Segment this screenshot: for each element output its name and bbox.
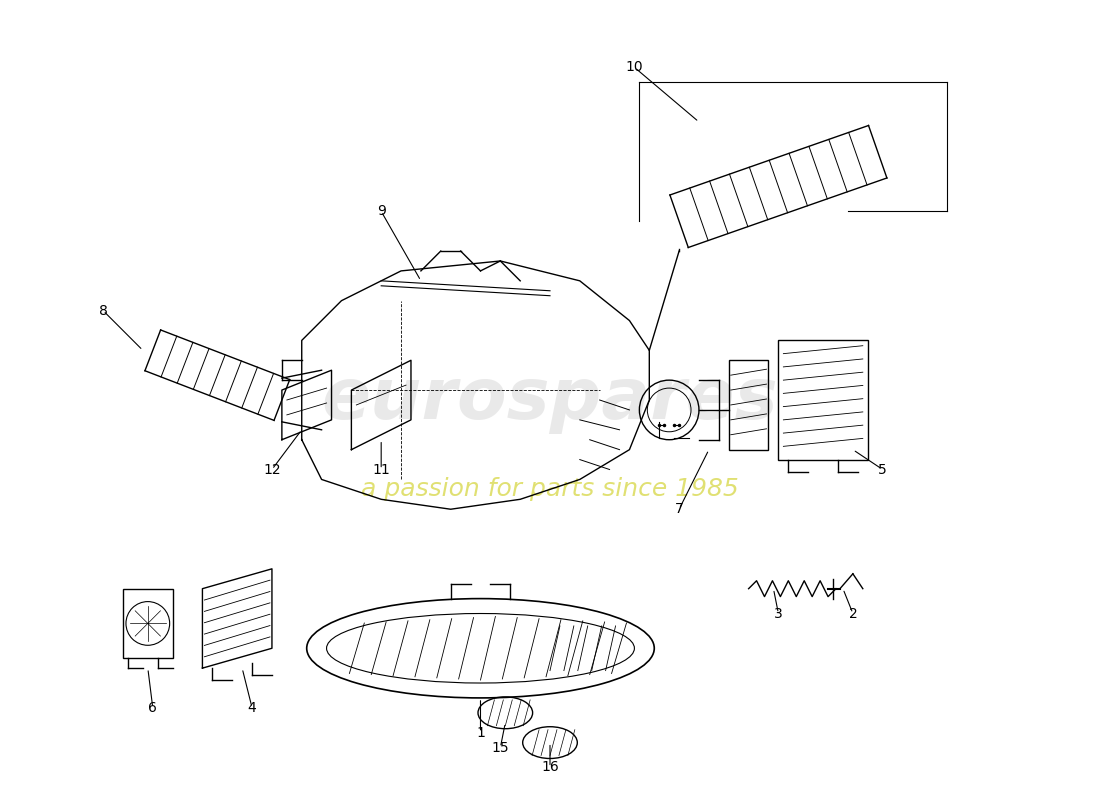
- Text: 8: 8: [99, 304, 108, 318]
- Text: 1: 1: [476, 726, 485, 740]
- Text: 9: 9: [376, 204, 386, 218]
- Text: 6: 6: [148, 701, 157, 715]
- Text: 7: 7: [674, 502, 683, 516]
- Text: 15: 15: [492, 741, 509, 754]
- Text: 2: 2: [848, 606, 857, 621]
- Text: 5: 5: [878, 462, 887, 477]
- Text: 12: 12: [263, 462, 280, 477]
- Bar: [779, 341, 868, 459]
- Text: 16: 16: [541, 761, 559, 774]
- Bar: [728, 360, 769, 450]
- Text: a passion for parts since 1985: a passion for parts since 1985: [361, 478, 739, 502]
- Text: 10: 10: [626, 60, 644, 74]
- Text: eurospares: eurospares: [321, 366, 779, 434]
- Text: 4: 4: [248, 701, 256, 715]
- Text: 3: 3: [774, 606, 783, 621]
- Text: 11: 11: [372, 462, 390, 477]
- Bar: [123, 589, 173, 658]
